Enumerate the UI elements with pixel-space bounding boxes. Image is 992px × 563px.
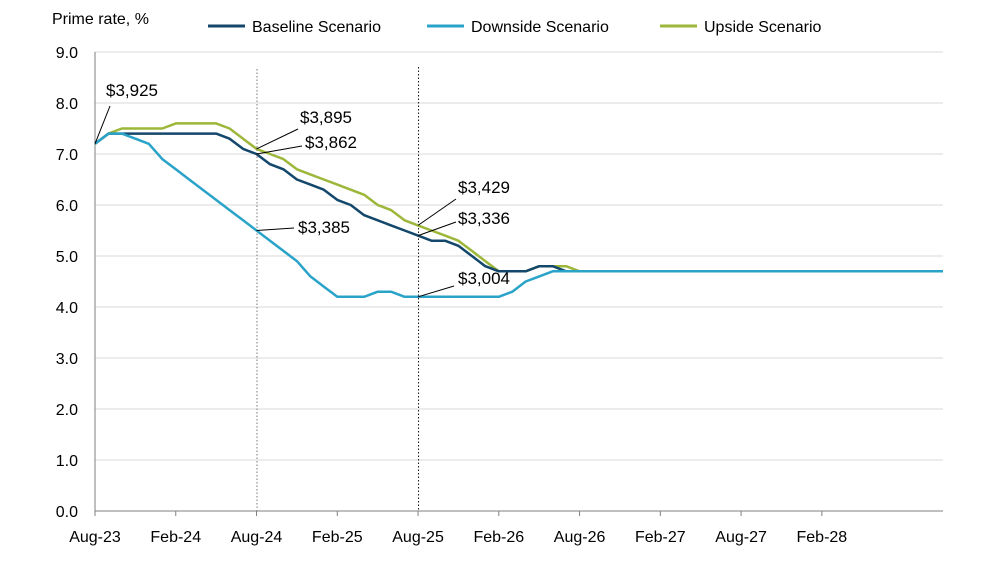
series-lines: [94, 122, 943, 299]
legend-label: Downside Scenario: [471, 19, 609, 36]
x-tick-label: Aug-27: [715, 529, 767, 546]
annotation-leader-line: [256, 128, 299, 150]
x-tick-label: Feb-28: [797, 529, 848, 546]
y-tick-label: 8.0: [56, 96, 78, 113]
annotation-leader-line: [417, 198, 457, 226]
gridlines: [95, 51, 943, 461]
annotation-label: $3,925: [106, 81, 158, 100]
x-tick-label: Aug-26: [554, 529, 606, 546]
y-tick-label: 1.0: [56, 453, 78, 470]
x-tick-label: Aug-23: [69, 529, 121, 546]
vertical-markers: [256, 67, 420, 511]
legend-label: Baseline Scenario: [252, 19, 381, 36]
series-line-upside-scenario: [94, 122, 943, 273]
axes: [94, 52, 943, 512]
x-tick-label: Aug-25: [392, 529, 444, 546]
annotation-leader-line: [256, 145, 303, 155]
y-axis-title: Prime rate, %: [52, 11, 149, 28]
y-tick-label: 7.0: [56, 147, 78, 164]
x-tick-label: Feb-27: [635, 529, 686, 546]
legend-label: Upside Scenario: [704, 19, 822, 36]
annotation-label: $3,895: [300, 108, 352, 127]
series-line-downside-scenario: [94, 132, 943, 299]
annotation-label: $3,429: [458, 178, 510, 197]
annotation-leader-line: [417, 285, 455, 298]
y-tick-label: 9.0: [56, 45, 78, 62]
legend: Baseline Scenario Downside Scenario Upside…: [208, 19, 822, 36]
x-tick-label: Feb-26: [473, 529, 524, 546]
annotation-label: $3,385: [298, 218, 350, 237]
y-tick-labels: 0.0 1.0 2.0 3.0 4.0 5.0 6.0 7.0 8.0 9.0: [56, 45, 78, 521]
y-tick-label: 3.0: [56, 351, 78, 368]
y-tick-label: 4.0: [56, 300, 78, 317]
y-tick-label: 2.0: [56, 402, 78, 419]
annotation-label: $3,004: [458, 269, 510, 288]
annotation-label: $3,336: [458, 209, 510, 228]
x-tick-labels: Aug-23 Feb-24 Aug-24 Feb-25 Aug-25 Feb-26 Aug-…: [69, 511, 847, 546]
annotation-label: $3,862: [305, 133, 357, 152]
x-tick-label: Aug-24: [231, 529, 283, 546]
x-tick-label: Feb-24: [150, 529, 201, 546]
annotation-leader-line: [94, 105, 111, 144]
x-tick-label: Feb-25: [312, 529, 363, 546]
y-tick-label: 0.0: [56, 504, 78, 521]
y-tick-label: 6.0: [56, 198, 78, 215]
annotations: $3,925 $3,895 $3,862 $3,385 $3,429 $3,336 $3,0…: [94, 81, 510, 298]
y-tick-label: 5.0: [56, 249, 78, 266]
annotation-leader-line: [417, 221, 457, 237]
annotation-leader-line: [256, 227, 295, 231]
